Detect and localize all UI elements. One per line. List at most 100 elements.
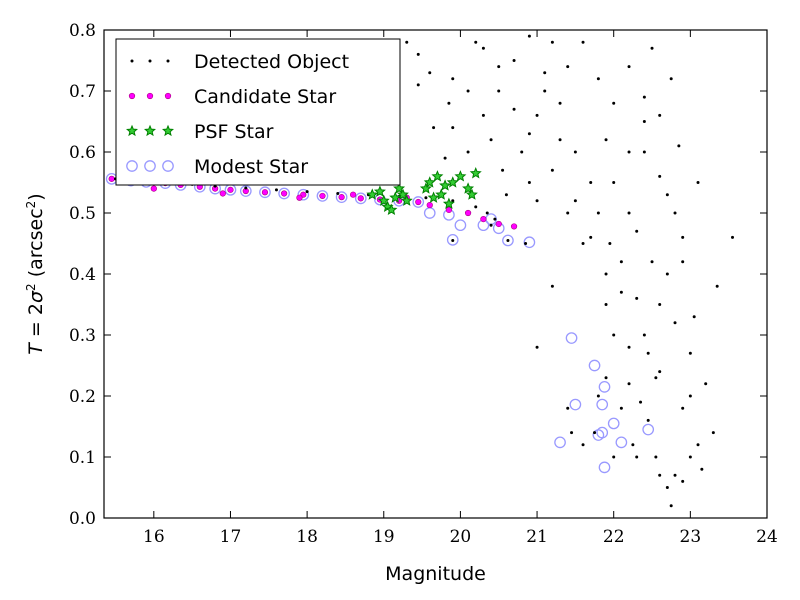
detected-point <box>566 211 570 215</box>
detected-point <box>608 242 612 245</box>
y-label-eq: = 2 <box>25 303 47 343</box>
psf-point <box>469 167 482 179</box>
series-detected <box>113 34 735 508</box>
psf-point <box>431 170 444 182</box>
detected-point <box>596 211 600 215</box>
modest-point <box>297 188 310 201</box>
detected-point <box>642 120 646 123</box>
modest-point <box>642 423 655 436</box>
y-label-t: T <box>25 342 47 355</box>
detected-point <box>673 473 677 477</box>
detected-point <box>474 205 478 209</box>
psf-point <box>435 188 448 200</box>
candidate-point <box>261 189 269 196</box>
detected-point <box>665 272 669 276</box>
y-tick-label: 0.3 <box>69 326 96 346</box>
detected-point <box>731 235 735 239</box>
detected-point <box>642 150 646 154</box>
legend-symbol <box>164 92 172 100</box>
detected-point <box>558 101 562 105</box>
x-tick-label: 19 <box>373 527 395 547</box>
detected-point <box>654 455 658 459</box>
detected-point <box>581 242 585 245</box>
detected-point <box>650 260 654 264</box>
detected-point <box>432 126 436 130</box>
psf-point <box>454 170 467 182</box>
detected-point <box>696 443 700 447</box>
legend-marker-modest <box>126 160 174 172</box>
detected-point <box>627 345 631 349</box>
detected-point <box>669 504 673 508</box>
candidate-point <box>350 191 357 198</box>
y-tick-label: 0.1 <box>69 448 96 468</box>
detected-point <box>535 345 539 349</box>
detected-point <box>566 406 570 410</box>
detected-point <box>593 431 597 435</box>
detected-point <box>550 284 554 288</box>
detected-point <box>416 52 420 56</box>
detected-point <box>581 40 585 44</box>
detected-point <box>305 190 309 194</box>
legend-symbol <box>146 92 154 100</box>
detected-point <box>700 467 704 471</box>
modest-point <box>239 185 252 197</box>
psf-point <box>396 188 409 200</box>
psf-point <box>373 185 386 197</box>
detected-point <box>493 217 497 221</box>
legend-symbol <box>162 160 174 172</box>
detected-point <box>512 107 516 111</box>
detected-point <box>612 333 616 337</box>
psf-point <box>462 182 475 194</box>
candidate-point <box>296 194 303 201</box>
psf-point <box>465 188 478 200</box>
modest-point <box>596 426 609 439</box>
detected-point <box>447 101 451 105</box>
detected-point <box>543 71 547 75</box>
detected-point <box>681 406 685 410</box>
detected-point <box>627 65 631 69</box>
detected-point <box>681 479 685 483</box>
detected-point <box>416 83 420 87</box>
detected-point <box>612 455 616 459</box>
modest-point <box>423 207 436 219</box>
detected-point <box>604 303 608 306</box>
detected-point <box>466 89 470 93</box>
detected-point <box>524 242 528 245</box>
legend-symbol <box>166 59 170 63</box>
detected-point <box>639 400 643 404</box>
detected-point <box>405 40 409 44</box>
detected-point <box>604 272 608 276</box>
modest-point <box>412 196 425 208</box>
detected-point <box>681 235 685 239</box>
detected-point <box>589 181 593 184</box>
detected-point <box>715 284 719 288</box>
modest-point <box>335 191 348 203</box>
detected-point <box>627 382 631 386</box>
candidate-point <box>319 192 326 200</box>
x-tick-label: 23 <box>680 527 702 547</box>
psf-point <box>385 203 398 216</box>
x-tick-label: 22 <box>603 527 625 547</box>
psf-point <box>393 182 406 194</box>
candidate-point <box>426 201 433 209</box>
modest-point <box>569 398 582 411</box>
x-tick-label: 18 <box>296 527 318 547</box>
legend-label-modest: Modest Star <box>194 156 308 178</box>
detected-point <box>612 101 616 105</box>
detected-point <box>558 138 562 142</box>
detected-point <box>619 290 623 294</box>
y-tick-label: 0.8 <box>69 21 96 41</box>
modest-point <box>354 192 367 205</box>
y-tick-label: 0.2 <box>69 387 96 407</box>
candidate-point <box>108 175 115 182</box>
candidate-point <box>480 216 487 223</box>
candidate-point <box>357 195 364 202</box>
legend-symbol <box>144 124 156 137</box>
detected-point <box>443 156 447 160</box>
detected-point <box>635 296 639 300</box>
detected-point <box>428 71 432 75</box>
detected-point <box>573 199 577 203</box>
detected-point <box>612 181 616 184</box>
detected-point <box>596 394 600 398</box>
detected-point <box>520 150 524 154</box>
